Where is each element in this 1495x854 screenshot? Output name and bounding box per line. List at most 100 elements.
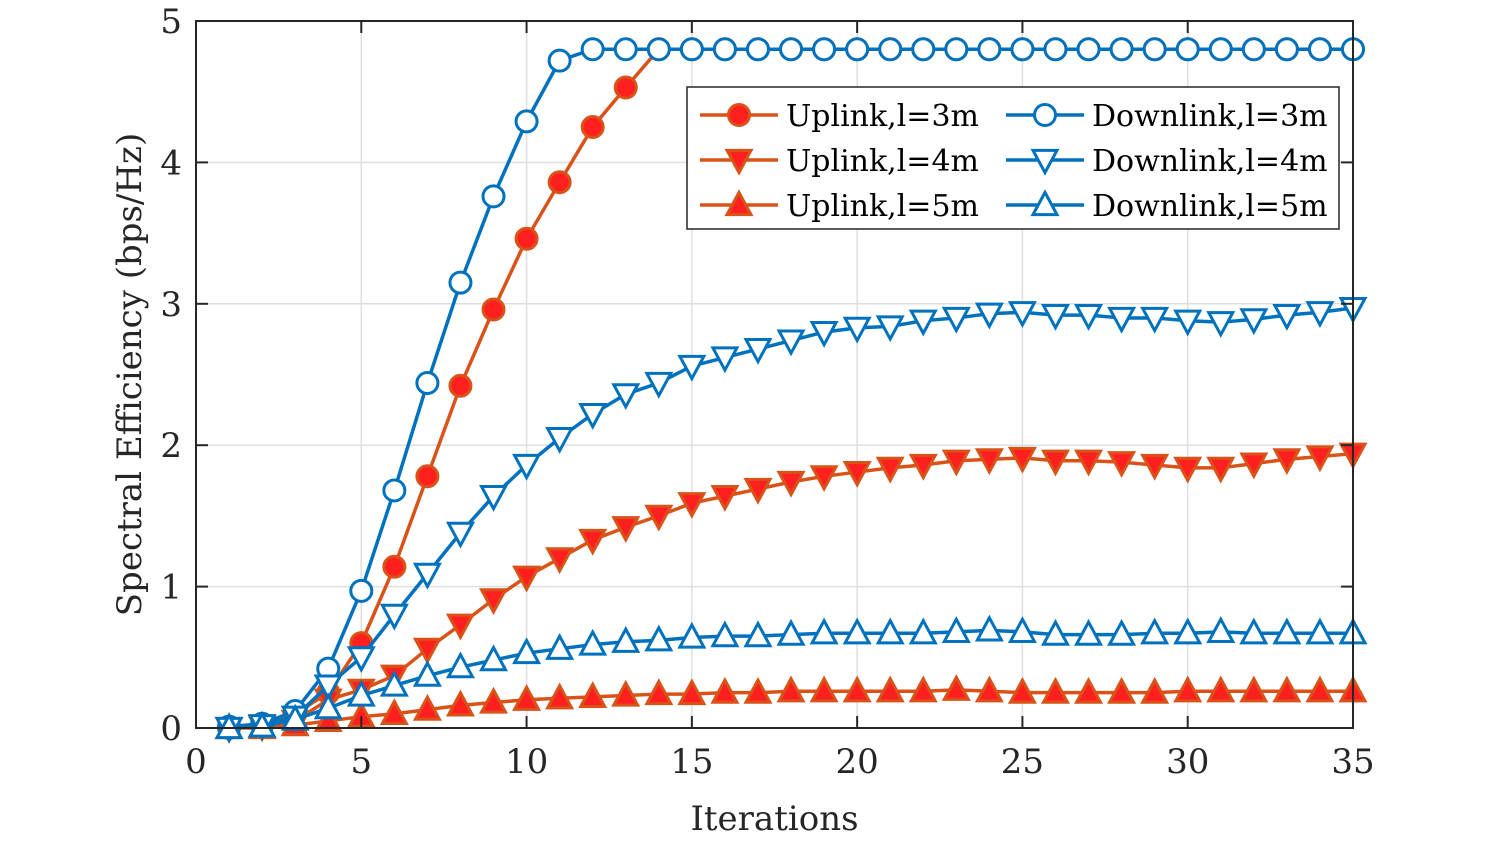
legend-label: Downlink,l=3m	[1092, 99, 1328, 134]
data-point	[1239, 452, 1269, 480]
data-point	[412, 637, 442, 665]
legend-marker	[724, 148, 754, 176]
data-point	[679, 37, 704, 62]
data-point	[1007, 616, 1037, 643]
data-point	[379, 669, 409, 697]
data-point	[1040, 618, 1071, 646]
y-tick-label: 2	[160, 426, 182, 466]
data-point	[776, 470, 806, 498]
data-point	[445, 613, 475, 641]
data-point	[412, 659, 442, 687]
legend-label: Uplink,l=4m	[786, 144, 979, 179]
data-point	[941, 306, 971, 334]
data-point	[1074, 304, 1104, 331]
data-point	[776, 329, 806, 357]
data-point	[1140, 617, 1170, 645]
data-point	[1307, 37, 1332, 62]
data-point	[1173, 309, 1203, 337]
data-point	[349, 578, 374, 603]
data-point	[512, 683, 542, 711]
data-point	[1272, 675, 1302, 703]
data-point	[578, 528, 608, 556]
data-point	[578, 628, 608, 656]
legend-marker	[727, 103, 751, 127]
legend-entry: Uplink,l=4m	[700, 144, 979, 179]
data-point	[1305, 445, 1335, 473]
data-point	[1107, 451, 1137, 478]
y-tick-label: 1	[160, 568, 182, 608]
data-point	[1040, 676, 1071, 704]
data-point	[545, 682, 575, 710]
data-point	[613, 37, 638, 62]
legend-label: Uplink,l=5m	[786, 189, 979, 224]
legend-label: Uplink,l=3m	[786, 99, 979, 134]
x-tick-label: 0	[185, 742, 207, 782]
data-point	[977, 37, 1002, 62]
data-series	[214, 37, 1368, 744]
data-point	[644, 624, 674, 652]
data-point	[379, 698, 409, 725]
legend-marker	[724, 189, 754, 217]
data-point	[1272, 617, 1302, 645]
legend-entry: Uplink,l=3m	[700, 99, 979, 134]
data-point	[1173, 617, 1203, 645]
data-point	[842, 460, 872, 488]
data-point	[1107, 676, 1137, 704]
data-point	[346, 679, 376, 707]
data-point	[1206, 456, 1236, 484]
data-point	[875, 675, 905, 703]
legend-entry: Downlink,l=3m	[1006, 99, 1328, 134]
data-point	[908, 617, 938, 645]
y-tick-label: 0	[160, 709, 182, 749]
data-point	[812, 37, 837, 62]
data-point	[1109, 37, 1134, 62]
data-point	[677, 354, 707, 382]
data-point	[1272, 304, 1302, 331]
x-tick-label: 20	[836, 742, 879, 782]
data-point	[481, 297, 506, 322]
axis-ticks: 0 5 10 15 20 25 30 35 0 1 2 3 4 5	[160, 2, 1374, 782]
legend-entry: Downlink,l=5m	[1006, 189, 1328, 224]
data-point	[512, 565, 542, 593]
data-point	[313, 705, 343, 733]
x-tick-label: 25	[1001, 742, 1044, 782]
data-point	[908, 309, 938, 337]
data-point	[382, 554, 407, 579]
x-tick-label: 15	[670, 742, 713, 782]
legend-label: Downlink,l=4m	[1092, 144, 1328, 179]
data-point	[842, 617, 872, 645]
data-point	[478, 588, 509, 616]
data-point	[611, 383, 641, 411]
series-Downlink,l=5m	[214, 614, 1368, 740]
data-point	[911, 37, 936, 62]
data-point	[445, 521, 475, 549]
data-point	[974, 302, 1004, 330]
legend-marker	[1030, 148, 1060, 176]
data-point	[313, 692, 343, 720]
data-point	[1007, 301, 1037, 329]
data-point	[1272, 448, 1302, 476]
data-point	[941, 674, 971, 701]
data-point	[1239, 675, 1269, 703]
data-point	[547, 48, 572, 73]
data-point	[875, 456, 905, 484]
data-point	[412, 562, 442, 590]
data-point	[875, 617, 905, 645]
data-point	[478, 686, 509, 714]
data-point	[646, 37, 671, 62]
data-point	[1241, 37, 1266, 62]
data-point	[809, 465, 839, 493]
data-point	[478, 644, 509, 672]
y-tick-label: 5	[160, 2, 182, 42]
data-point	[415, 370, 440, 395]
data-point	[712, 37, 737, 62]
data-point	[1107, 306, 1137, 334]
data-point	[644, 678, 674, 706]
series-Downlink,l=4m	[214, 296, 1368, 744]
series-Uplink,l=5m	[214, 674, 1368, 740]
data-point	[514, 109, 539, 134]
data-point	[677, 678, 707, 706]
x-axis-title: Iterations	[690, 799, 858, 839]
data-point	[644, 371, 674, 399]
data-point	[547, 170, 572, 195]
